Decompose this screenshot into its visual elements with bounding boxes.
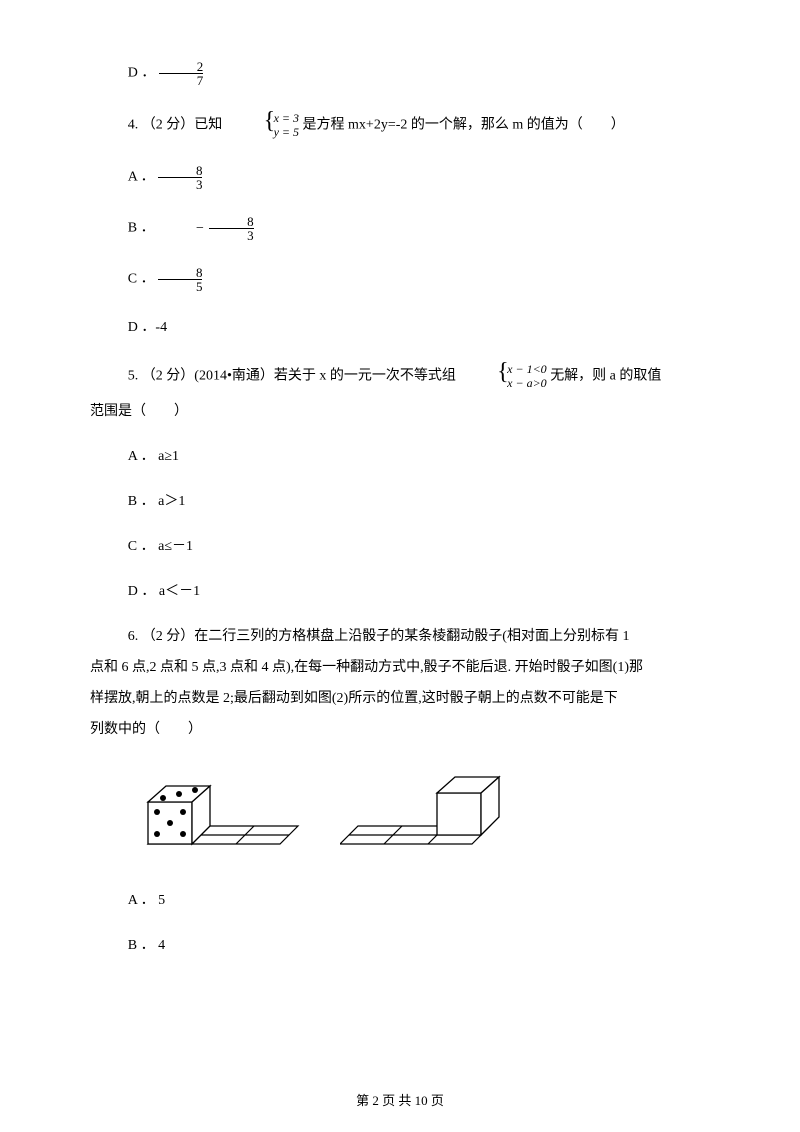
inequality-system: { x − 1<0 x − a>0 [459,362,546,391]
q3-option-d: D ． 2 7 [90,60,710,87]
dice-figures [130,764,710,854]
equation-system: { x = 3 y = 5 [226,111,299,140]
q4-option-b: B ． − 8 3 [90,215,710,242]
q5-option-c: C ． a≤－1 [90,536,710,557]
stem-suffix: 是方程 mx+2y=-2 的一个解，那么 m 的值为（ ） [303,118,625,133]
brace-icon: { [459,360,508,384]
dice-figure-1 [130,764,300,854]
fraction: 8 3 [209,215,253,242]
fraction: 8 3 [158,164,202,191]
stem-prefix: 4. （2 分）已知 [128,118,223,133]
option-label: D ． [128,66,156,81]
q6-stem: 6. （2 分）在二行三列的方格棋盘上沿骰子的某条棱翻动骰子(相对面上分别标有 … [90,626,710,740]
dice-figure-2 [340,764,510,854]
option-text: D ．-4 [128,320,167,335]
stem-line2: 范围是（ ） [90,401,710,422]
q4-option-c: C ． 8 5 [90,266,710,293]
fraction: 8 5 [158,266,202,293]
stem-mid: 无解，则 a 的取值 [550,368,661,383]
q4-stem: 4. （2 分）已知 { x = 3 y = 5 是方程 mx+2y=-2 的一… [90,111,710,140]
q4-option-a: A ． 8 3 [90,164,710,191]
stem-prefix: 5. （2 分）(2014•南通）若关于 x 的一元一次不等式组 [128,368,460,383]
q4-option-d: D ．-4 [90,317,710,338]
stem-l2: 点和 6 点,2 点和 5 点,3 点和 4 点),在每一种翻动方式中,骰子不能… [90,657,710,678]
option-label: C ． [128,272,155,287]
q5-option-b: B ． a＞1 [90,491,710,512]
q5-option-a: A ． a≥1 [90,446,710,467]
stem-l1: 6. （2 分）在二行三列的方格棋盘上沿骰子的某条棱翻动骰子(相对面上分别标有 … [90,626,710,647]
stem-l4: 列数中的（ ） [90,719,710,740]
q6-option-a: A ． 5 [90,890,710,911]
q5-option-d: D ． a＜－1 [90,581,710,602]
option-label: A ． [128,170,155,185]
stem-l3: 样摆放,朝上的点数是 2;最后翻动到如图(2)所示的位置,这时骰子朝上的点数不可… [90,688,710,709]
option-label: B ． [128,221,155,236]
minus-sign: − [158,218,204,239]
fraction: 2 7 [159,60,203,87]
q6-option-b: B ． 4 [90,935,710,956]
page-footer: 第 2 页 共 10 页 [0,1091,800,1111]
q5-stem: 5. （2 分）(2014•南通）若关于 x 的一元一次不等式组 { x − 1… [90,362,710,422]
brace-icon: { [226,109,275,133]
